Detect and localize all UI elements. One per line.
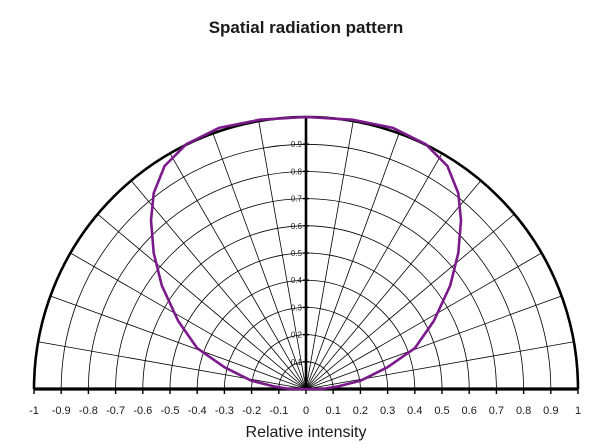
x-tick-label: 0.8 [516,405,531,417]
x-tick-label: -0.3 [215,405,234,417]
y-tick-label: 0.6 [291,222,303,231]
grid-radial-line [70,252,307,390]
y-tick-label: 0.2 [291,331,303,340]
y-tick-label: 0.3 [291,303,303,312]
grid-radial-line [305,153,443,390]
grid-radial-line [258,121,307,390]
y-tick-label: 0.7 [291,195,303,204]
x-tick-label: -0.9 [52,405,71,417]
grid [38,121,574,390]
x-tick-label: -0.8 [79,405,98,417]
chart-title: Spatial radiation pattern [209,18,404,37]
x-tick-label: -0.4 [188,405,207,417]
grid-radial-line [305,213,515,390]
x-tick-label: -0.1 [269,405,288,417]
grid-radial-line [130,180,307,390]
x-tick-label: 0.1 [326,405,341,417]
x-tick-label: -0.5 [161,405,180,417]
grid-radial-line [305,121,354,390]
x-tick-label: 0.3 [380,405,395,417]
grid-radial-line [212,133,307,390]
y-tick-label: 0.1 [291,358,303,367]
x-tick-label: 1 [575,405,581,417]
grid-radial-line [305,133,400,390]
y-tick-label: 0.4 [291,276,303,285]
x-tick-label: 0.9 [543,405,558,417]
grid-radial-line [305,180,482,390]
series-layer [149,115,463,391]
grid-radial-line [305,341,574,390]
x-tick-label: -0.2 [242,405,261,417]
x-tick-label: 0.7 [489,405,504,417]
x-tick-label: -0.7 [106,405,125,417]
x-tick-label: 0.5 [434,405,449,417]
grid-radial-line [97,213,307,390]
tick-labels: -1 -0.9 -0.8 -0.7 -0.6 -0.5 -0.4 -0.3 -0.2 -0.1 0 0… [29,140,581,417]
x-tick-label: -1 [29,405,39,417]
y-tick-label: 0.5 [291,249,303,258]
x-tick-label: -0.6 [133,405,152,417]
x-tick-label: 0.6 [462,405,477,417]
x-tick-label: 0 [303,405,309,417]
grid-radial-line [305,252,542,390]
grid-radial-line [169,153,307,390]
grid-radial-line [38,341,307,390]
y-tick-label: 0.8 [291,167,303,176]
y-tick-label: 0.9 [291,140,303,149]
x-axis-label: Relative intensity [246,424,367,441]
grid-radial-line [305,295,562,390]
axes [32,115,580,394]
x-tick-label: 0.2 [353,405,368,417]
grid-radial-line [50,295,307,390]
x-tick-label: 0.4 [407,405,422,417]
